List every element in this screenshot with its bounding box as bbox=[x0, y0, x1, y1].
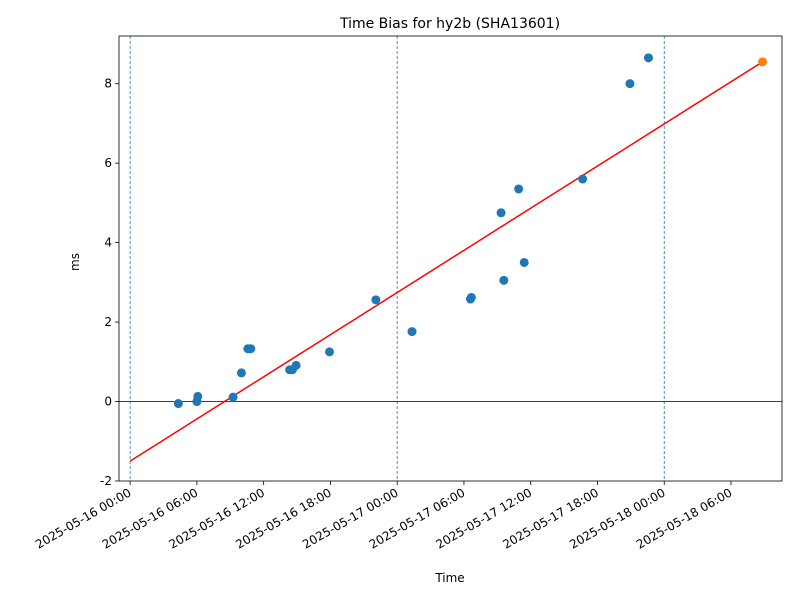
plot-frame bbox=[118, 35, 783, 482]
data-point bbox=[371, 295, 381, 305]
y-tick-label: 8 bbox=[104, 77, 112, 91]
data-point bbox=[291, 360, 301, 370]
x-axis-label: Time bbox=[434, 571, 464, 585]
y-tick-label: 0 bbox=[104, 395, 112, 409]
data-point bbox=[407, 327, 417, 337]
y-tick-label: 4 bbox=[104, 236, 112, 250]
y-tick-label: 2 bbox=[104, 315, 112, 329]
plot-area bbox=[119, 36, 782, 481]
data-point bbox=[246, 344, 256, 354]
data-point bbox=[578, 174, 588, 184]
data-point bbox=[193, 391, 203, 401]
chart-title: Time Bias for hy2b (SHA13601) bbox=[339, 16, 560, 32]
prediction-point bbox=[758, 57, 768, 67]
data-point bbox=[499, 275, 509, 285]
y-tick-label: 6 bbox=[104, 156, 112, 170]
y-axis-label: ms bbox=[68, 253, 82, 271]
data-point bbox=[496, 208, 506, 218]
data-point bbox=[643, 53, 653, 63]
data-point bbox=[236, 368, 246, 378]
data-point bbox=[466, 292, 476, 302]
data-point bbox=[324, 347, 334, 357]
data-point bbox=[625, 79, 635, 89]
data-point bbox=[519, 257, 529, 267]
data-point bbox=[514, 184, 524, 194]
data-point bbox=[228, 392, 238, 402]
data-point bbox=[173, 399, 183, 409]
y-tick-label: -2 bbox=[100, 474, 112, 488]
